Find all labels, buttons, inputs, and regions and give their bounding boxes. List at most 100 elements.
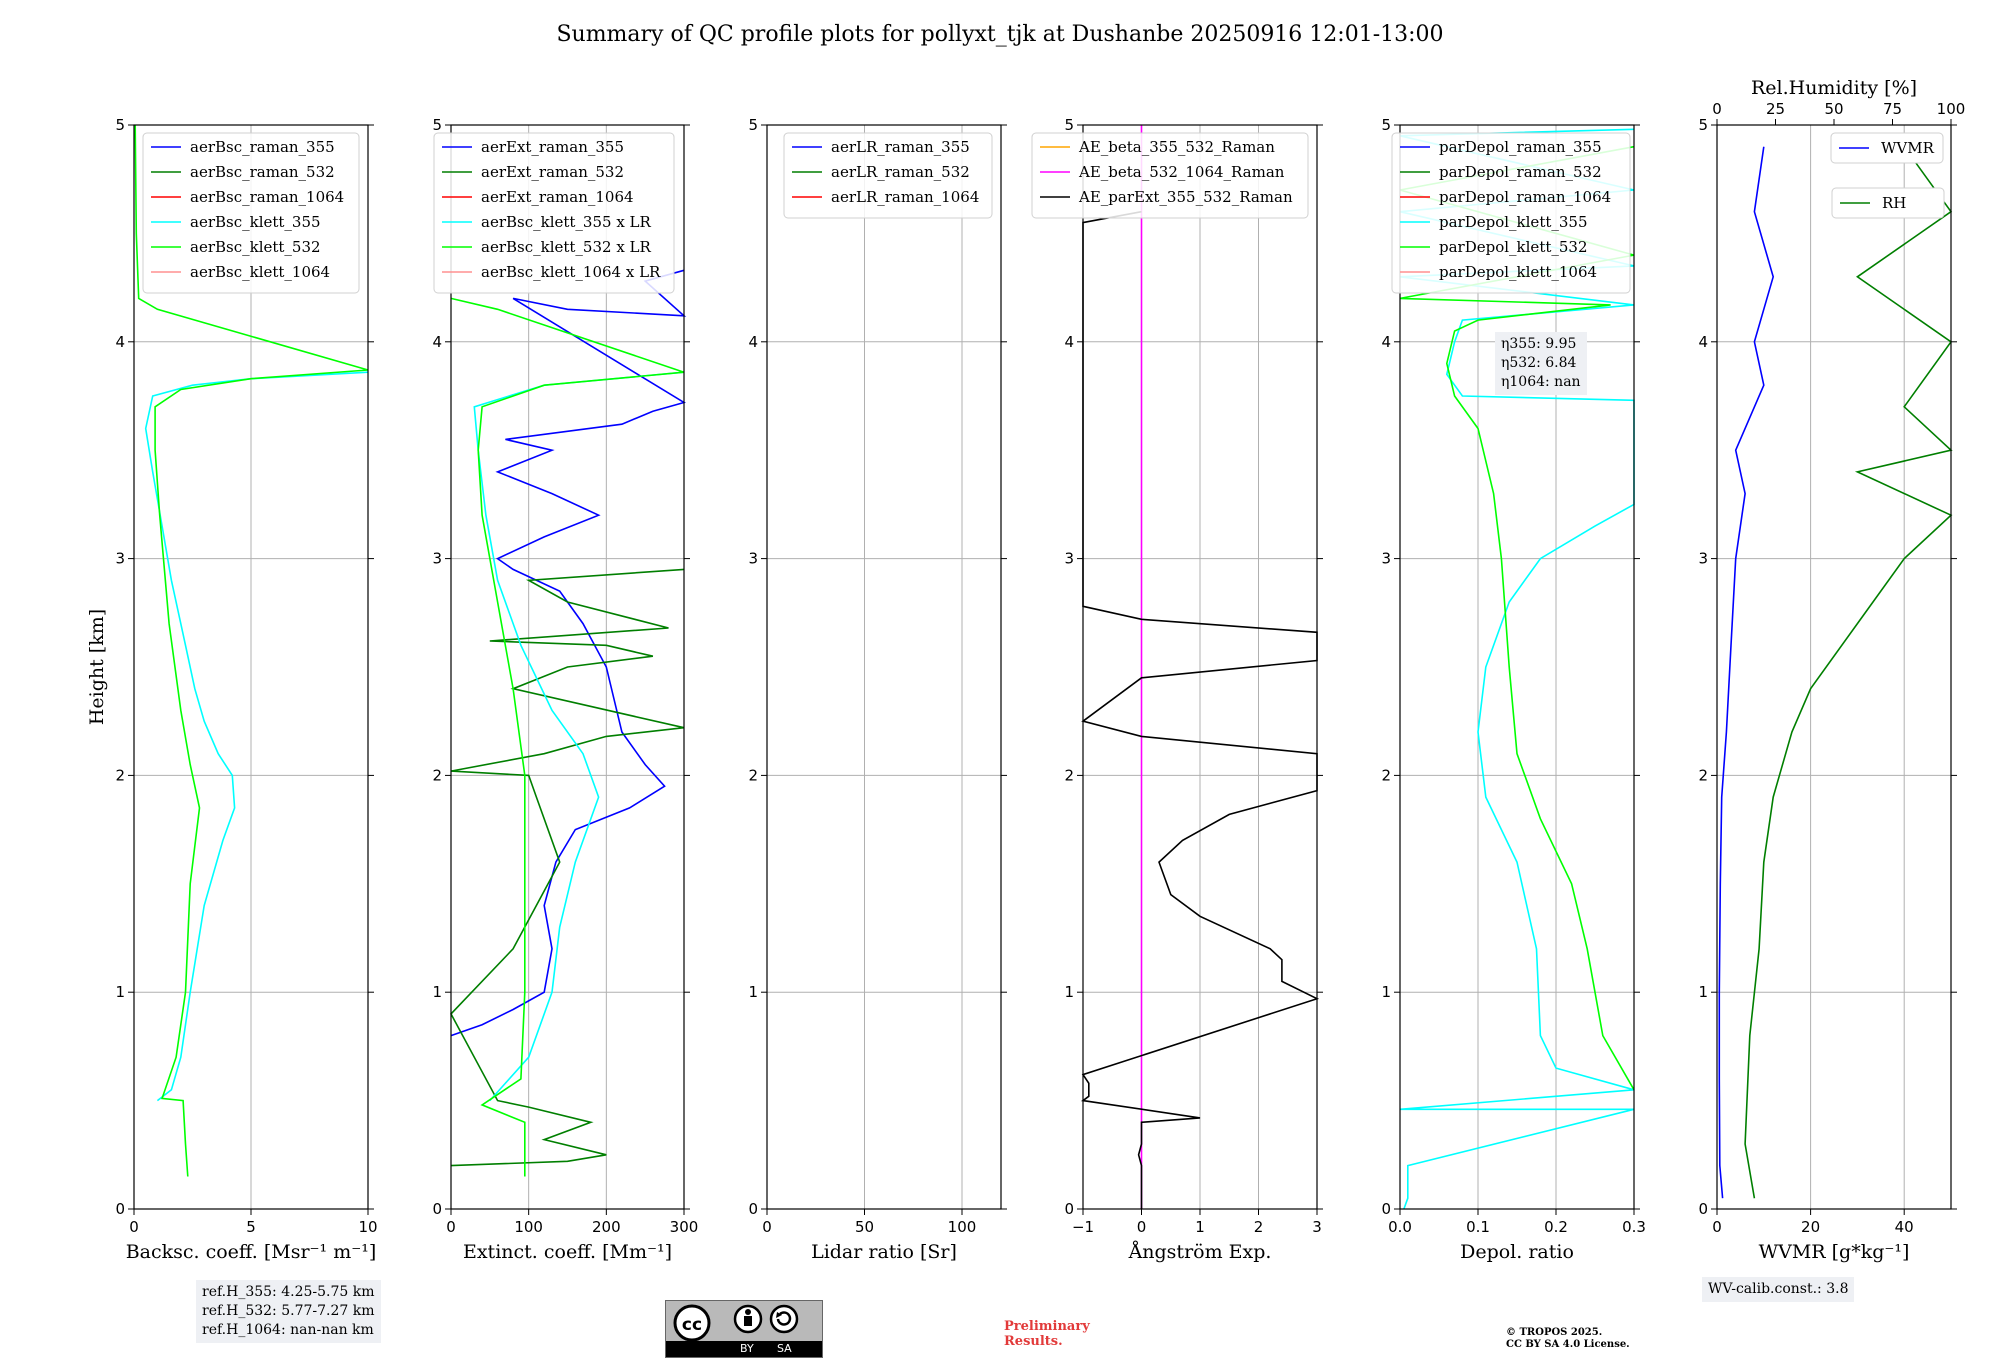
x2-tick-label-1: 25 (1766, 100, 1785, 118)
y-tick-label-3-2: 2 (1064, 766, 1074, 784)
preliminary-line-1: Preliminary (1004, 1319, 1090, 1334)
legend-box-2 (783, 132, 993, 219)
axes-frame-1 (450, 124, 685, 1210)
legend-label-4-1: parDepol_raman_532 (1439, 163, 1602, 181)
ref-height-355: ref.H_355: 4.25-5.75 km (202, 1284, 375, 1300)
x-tick-label-0-2: 10 (358, 1218, 377, 1236)
y-tick-label-4-0: 0 (1381, 1200, 1391, 1218)
y-tick-label-3-3: 3 (1064, 550, 1074, 568)
legend-label-1-0: aerExt_raman_355 (481, 138, 624, 156)
copyright-line-1: © TROPOS 2025. (1506, 1327, 1603, 1338)
x-axis-label-4: Depol. ratio (1460, 1241, 1574, 1263)
x-tick-label-2-1: 50 (855, 1218, 874, 1236)
series-line-1-4 (450, 297, 685, 1177)
copyright-line-2: CC BY SA 4.0 License. (1506, 1339, 1630, 1350)
axes-frame-5 (1716, 124, 1952, 1210)
eta-info: η355: 9.95 η532: 6.84 η1064: nan (1495, 332, 1587, 395)
y-tick-label-0-1: 1 (115, 983, 125, 1001)
legend-label-4-4: parDepol_klett_532 (1439, 238, 1588, 256)
preliminary-note: Preliminary Results. (1004, 1319, 1090, 1349)
legend-label-1-2: aerExt_raman_1064 (481, 188, 634, 206)
y-tick-label-4-3: 3 (1381, 550, 1391, 568)
y-tick-label-3-0: 0 (1064, 1200, 1074, 1218)
x-tick-label-4-2: 0.2 (1544, 1218, 1568, 1236)
series-line-1-1 (450, 568, 685, 1167)
x-tick-label-2-2: 100 (948, 1218, 977, 1236)
cc-by-sa-license-logo: cc BY SA (665, 1300, 823, 1358)
x-axis-label-3: Ångström Exp. (1128, 1241, 1272, 1263)
y-tick-label-5-1: 1 (1698, 983, 1708, 1001)
x-tick-label-3-4: 3 (1312, 1218, 1322, 1236)
x-tick-label-4-1: 0.1 (1466, 1218, 1490, 1236)
y-tick-label-0-2: 2 (115, 766, 125, 784)
legend-box-4 (1391, 132, 1631, 294)
legend-box-1 (433, 132, 675, 294)
legend-label-2-0: aerLR_raman_355 (831, 138, 970, 156)
legend-label-5-1: RH (1882, 194, 1906, 212)
y-tick-label-2-0: 0 (748, 1200, 758, 1218)
x-tick-label-4-0: 0.0 (1388, 1218, 1412, 1236)
eta-532: η532: 6.84 (1501, 355, 1577, 371)
y-tick-label-0-4: 4 (115, 333, 125, 351)
y-tick-label-2-4: 4 (748, 333, 758, 351)
y-tick-label-2-1: 1 (748, 983, 758, 1001)
legend-label-0-2: aerBsc_raman_1064 (190, 188, 344, 206)
license-by-label: BY (740, 1342, 754, 1355)
x-axis-label-5: WVMR [g*kg⁻¹] (1759, 1241, 1910, 1263)
legend-label-1-5: aerBsc_klett_1064 x LR (481, 263, 661, 281)
svg-text:cc: cc (682, 1315, 702, 1335)
x-tick-label-3-2: 1 (1195, 1218, 1205, 1236)
legend-label-4-3: parDepol_klett_355 (1439, 213, 1588, 231)
legend-label-0-5: aerBsc_klett_1064 (190, 263, 330, 281)
y-tick-label-1-5: 5 (432, 116, 442, 134)
x-axis-label-0: Backsc. coeff. [Msr⁻¹ m⁻¹] (126, 1241, 377, 1263)
y-tick-label-5-4: 4 (1698, 333, 1708, 351)
ref-height-1064: ref.H_1064: nan-nan km (202, 1322, 374, 1338)
legend-label-0-0: aerBsc_raman_355 (190, 138, 335, 156)
y-tick-label-0-3: 3 (115, 550, 125, 568)
x-tick-label-0-0: 0 (129, 1218, 139, 1236)
preliminary-line-2: Results. (1004, 1334, 1063, 1349)
eta-1064: η1064: nan (1501, 374, 1581, 390)
legend-box-0 (142, 132, 360, 294)
x-tick-label-1-2: 200 (592, 1218, 621, 1236)
y-tick-label-1-1: 1 (432, 983, 442, 1001)
y-tick-label-4-1: 1 (1381, 983, 1391, 1001)
y-tick-label-4-5: 5 (1381, 116, 1391, 134)
x-tick-label-5-0: 0 (1712, 1218, 1722, 1236)
x2-tick-label-0: 0 (1712, 100, 1722, 118)
series-line-5-1 (1744, 146, 1953, 1199)
x-axis-label-1: Extinct. coeff. [Mm⁻¹] (463, 1241, 672, 1263)
x-tick-label-3-3: 2 (1254, 1218, 1264, 1236)
x-tick-label-5-2: 40 (1895, 1218, 1914, 1236)
series-line-0-3 (144, 371, 369, 1102)
y-tick-label-1-4: 4 (432, 333, 442, 351)
x-tick-label-4-3: 0.3 (1622, 1218, 1646, 1236)
series-line-5-0 (1718, 146, 1775, 1199)
y-tick-label-2-5: 5 (748, 116, 758, 134)
wv-calib-info: WV-calib.const.: 3.8 (1702, 1277, 1855, 1302)
x-tick-label-1-3: 300 (670, 1218, 699, 1236)
x-tick-label-1-0: 0 (446, 1218, 456, 1236)
series-line-1-3 (473, 371, 685, 1102)
x-tick-label-0-1: 5 (246, 1218, 256, 1236)
eta-355: η355: 9.95 (1501, 336, 1577, 352)
series-line-1-0 (450, 269, 687, 1037)
license-sa-label: SA (777, 1342, 792, 1355)
legend-label-0-1: aerBsc_raman_532 (190, 163, 335, 181)
legend-label-2-1: aerLR_raman_532 (831, 163, 970, 181)
legend-label-0-3: aerBsc_klett_355 (190, 213, 321, 231)
y-tick-label-5-0: 0 (1698, 1200, 1708, 1218)
y-tick-label-1-2: 2 (432, 766, 442, 784)
x-tick-label-5-1: 20 (1801, 1218, 1820, 1236)
y-tick-label-0-0: 0 (115, 1200, 125, 1218)
legend-label-1-1: aerExt_raman_532 (481, 163, 624, 181)
x2-tick-label-4: 100 (1937, 100, 1966, 118)
legend-label-1-4: aerBsc_klett_532 x LR (481, 238, 652, 256)
y-tick-label-3-4: 4 (1064, 333, 1074, 351)
series-line-0-4 (134, 124, 369, 1177)
legend-label-4-0: parDepol_raman_355 (1439, 138, 1602, 156)
legend-box-5-1 (1831, 187, 1945, 219)
y-tick-label-1-0: 0 (432, 1200, 442, 1218)
